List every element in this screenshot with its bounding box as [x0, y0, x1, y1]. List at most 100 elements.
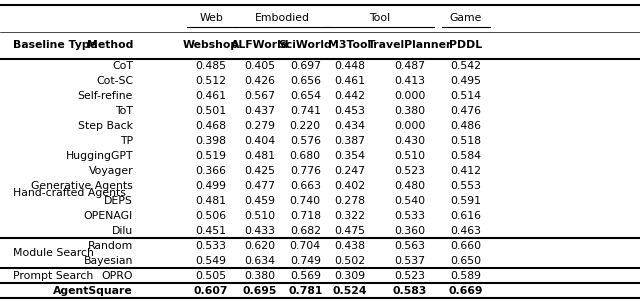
Text: 0.463: 0.463 — [451, 226, 481, 236]
Text: 0.506: 0.506 — [196, 211, 227, 221]
Text: 0.476: 0.476 — [451, 106, 481, 116]
Text: 0.620: 0.620 — [244, 240, 275, 251]
Text: 0.634: 0.634 — [244, 256, 275, 265]
Text: 0.442: 0.442 — [334, 91, 365, 101]
Text: 0.426: 0.426 — [244, 76, 275, 86]
Text: Web: Web — [199, 13, 223, 23]
Text: 0.402: 0.402 — [334, 181, 365, 191]
Text: OPRO: OPRO — [102, 271, 133, 281]
Text: Method: Method — [87, 40, 133, 50]
Text: 0.220: 0.220 — [290, 121, 321, 131]
Text: TP: TP — [120, 136, 133, 146]
Text: 0.549: 0.549 — [196, 256, 227, 265]
Text: 0.510: 0.510 — [394, 151, 425, 161]
Text: 0.366: 0.366 — [196, 166, 227, 176]
Text: 0.459: 0.459 — [244, 196, 275, 206]
Text: 0.412: 0.412 — [451, 166, 481, 176]
Text: ToT: ToT — [115, 106, 133, 116]
Text: Generative Agents: Generative Agents — [31, 181, 133, 191]
Text: 0.533: 0.533 — [394, 211, 425, 221]
Text: DEPS: DEPS — [104, 196, 133, 206]
Text: 0.583: 0.583 — [392, 286, 427, 296]
Text: Hand-crafted Agents: Hand-crafted Agents — [13, 188, 125, 198]
Text: 0.468: 0.468 — [196, 121, 227, 131]
Text: 0.505: 0.505 — [196, 271, 227, 281]
Text: Dilu: Dilu — [112, 226, 133, 236]
Text: 0.000: 0.000 — [394, 121, 426, 131]
Text: 0.584: 0.584 — [451, 151, 481, 161]
Text: 0.656: 0.656 — [290, 76, 321, 86]
Text: Prompt Search: Prompt Search — [13, 271, 93, 281]
Text: 0.481: 0.481 — [196, 196, 227, 206]
Text: 0.404: 0.404 — [244, 136, 275, 146]
Text: 0.322: 0.322 — [334, 211, 365, 221]
Text: 0.398: 0.398 — [196, 136, 227, 146]
Text: 0.405: 0.405 — [244, 61, 275, 71]
Text: 0.589: 0.589 — [451, 271, 481, 281]
Text: 0.533: 0.533 — [196, 240, 227, 251]
Text: Game: Game — [450, 13, 482, 23]
Text: 0.616: 0.616 — [451, 211, 481, 221]
Text: 0.537: 0.537 — [394, 256, 425, 265]
Text: 0.704: 0.704 — [290, 240, 321, 251]
Text: 0.542: 0.542 — [451, 61, 481, 71]
Text: 0.486: 0.486 — [451, 121, 481, 131]
Text: 0.781: 0.781 — [288, 286, 323, 296]
Text: 0.380: 0.380 — [394, 106, 425, 116]
Text: 0.502: 0.502 — [334, 256, 365, 265]
Text: 0.540: 0.540 — [394, 196, 425, 206]
Text: Self-refine: Self-refine — [77, 91, 133, 101]
Text: 0.360: 0.360 — [394, 226, 425, 236]
Text: 0.461: 0.461 — [196, 91, 227, 101]
Text: 0.438: 0.438 — [334, 240, 365, 251]
Text: Baseline Type: Baseline Type — [13, 40, 97, 50]
Text: 0.523: 0.523 — [394, 271, 425, 281]
Text: Module Search: Module Search — [13, 248, 93, 258]
Text: 0.461: 0.461 — [334, 76, 365, 86]
Text: 0.434: 0.434 — [334, 121, 365, 131]
Text: 0.741: 0.741 — [290, 106, 321, 116]
Text: 0.576: 0.576 — [290, 136, 321, 146]
Text: SciWorld: SciWorld — [278, 40, 332, 50]
Text: 0.453: 0.453 — [334, 106, 365, 116]
Text: 0.480: 0.480 — [394, 181, 425, 191]
Text: 0.448: 0.448 — [334, 61, 365, 71]
Text: 0.518: 0.518 — [451, 136, 481, 146]
Text: Embodied: Embodied — [255, 13, 310, 23]
Text: 0.718: 0.718 — [290, 211, 321, 221]
Text: 0.433: 0.433 — [244, 226, 275, 236]
Text: 0.607: 0.607 — [194, 286, 228, 296]
Text: ALFWorld: ALFWorld — [230, 40, 289, 50]
Text: 0.477: 0.477 — [244, 181, 275, 191]
Text: 0.475: 0.475 — [334, 226, 365, 236]
Text: 0.749: 0.749 — [290, 256, 321, 265]
Text: 0.487: 0.487 — [394, 61, 425, 71]
Text: 0.501: 0.501 — [196, 106, 227, 116]
Text: 0.697: 0.697 — [290, 61, 321, 71]
Text: 0.247: 0.247 — [334, 166, 365, 176]
Text: Random: Random — [88, 240, 133, 251]
Text: 0.682: 0.682 — [290, 226, 321, 236]
Text: TravelPlanner: TravelPlanner — [367, 40, 452, 50]
Text: 0.495: 0.495 — [451, 76, 481, 86]
Text: Cot-SC: Cot-SC — [96, 76, 133, 86]
Text: Step Back: Step Back — [78, 121, 133, 131]
Text: Voyager: Voyager — [88, 166, 133, 176]
Text: 0.563: 0.563 — [394, 240, 425, 251]
Text: 0.481: 0.481 — [244, 151, 275, 161]
Text: 0.514: 0.514 — [451, 91, 481, 101]
Text: 0.485: 0.485 — [196, 61, 227, 71]
Text: 0.650: 0.650 — [451, 256, 481, 265]
Text: PDDL: PDDL — [449, 40, 483, 50]
Text: 0.380: 0.380 — [244, 271, 275, 281]
Text: 0.524: 0.524 — [332, 286, 367, 296]
Text: 0.437: 0.437 — [244, 106, 275, 116]
Text: 0.278: 0.278 — [334, 196, 365, 206]
Text: OPENAGI: OPENAGI — [84, 211, 133, 221]
Text: 0.387: 0.387 — [334, 136, 365, 146]
Text: 0.425: 0.425 — [244, 166, 275, 176]
Text: CoT: CoT — [112, 61, 133, 71]
Text: 0.680: 0.680 — [290, 151, 321, 161]
Text: 0.519: 0.519 — [196, 151, 227, 161]
Text: 0.451: 0.451 — [196, 226, 227, 236]
